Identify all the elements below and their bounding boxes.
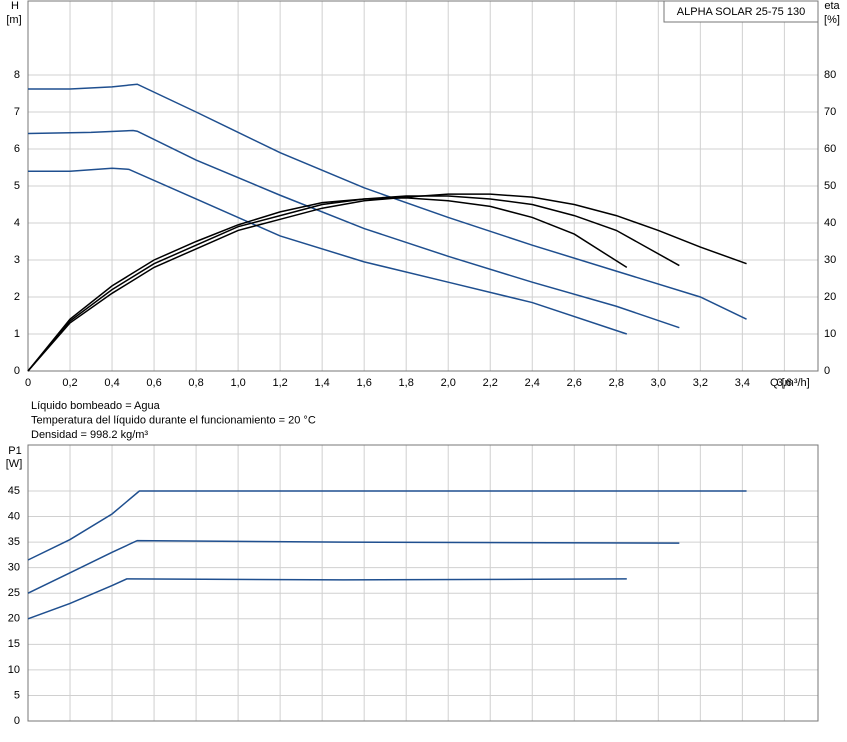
y-tick-label: 25 <box>8 587 20 599</box>
y2-tick-label: 30 <box>824 254 836 266</box>
x-tick-label: 2,0 <box>441 377 456 389</box>
y-tick-label: 5 <box>14 689 20 701</box>
y2-axis-label: eta <box>824 0 840 12</box>
curve <box>28 83 747 320</box>
y-tick-label: 8 <box>14 69 20 81</box>
y2-axis-unit: [%] <box>824 14 840 26</box>
y-tick-label: 5 <box>14 180 20 192</box>
y2-tick-label: 60 <box>824 143 836 155</box>
y2-tick-label: 70 <box>824 106 836 118</box>
y-tick-label: 3 <box>14 254 20 266</box>
x-tick-label: 1,2 <box>272 377 287 389</box>
x-tick-label: 0,2 <box>62 377 77 389</box>
curve <box>27 129 680 329</box>
y-tick-label: 30 <box>8 562 20 574</box>
plot-frame <box>27 0 819 372</box>
y-tick-label: 6 <box>14 143 20 155</box>
y-axis-unit: [W] <box>6 458 23 470</box>
x-axis-label: Q [m³/h] <box>770 377 810 389</box>
y2-tick-label: 40 <box>824 217 836 229</box>
y-tick-label: 35 <box>8 536 20 548</box>
y-tick-label: 4 <box>14 217 20 229</box>
y-tick-label: 40 <box>8 510 20 522</box>
efficiency-curve <box>27 193 747 372</box>
x-tick-label: 0,4 <box>104 377 119 389</box>
x-tick-label: 3,2 <box>693 377 708 389</box>
y2-tick-label: 80 <box>824 69 836 81</box>
y-tick-label: 45 <box>8 485 20 497</box>
title-box <box>663 0 819 23</box>
x-tick-label: 0 <box>25 377 31 389</box>
curve <box>28 167 628 335</box>
y-axis-label: P1 <box>8 445 21 457</box>
efficiency-curve <box>27 197 628 372</box>
y-axis-unit: [m] <box>6 14 21 26</box>
y-tick-label: 20 <box>8 613 20 625</box>
annotation: Densidad = 998.2 kg/m³ <box>31 429 148 441</box>
y-tick-label: 0 <box>14 365 20 377</box>
x-tick-label: 1,4 <box>315 377 330 389</box>
curve <box>27 490 747 561</box>
x-tick-label: 2,4 <box>525 377 540 389</box>
y-tick-label: 15 <box>8 638 20 650</box>
x-tick-label: 2,2 <box>483 377 498 389</box>
efficiency-curve <box>27 195 680 372</box>
y-axis-label: H <box>11 0 19 12</box>
x-tick-label: 3,4 <box>735 377 750 389</box>
y2-tick-label: 10 <box>824 328 836 340</box>
annotation: Temperatura del líquido durante el funci… <box>31 414 316 426</box>
x-tick-label: 1,0 <box>230 377 245 389</box>
y-tick-label: 0 <box>14 715 20 727</box>
x-tick-label: 0,6 <box>146 377 161 389</box>
y-tick-label: 10 <box>8 664 20 676</box>
y-tick-label: 7 <box>14 106 20 118</box>
x-tick-label: 1,6 <box>357 377 372 389</box>
x-tick-label: 2,6 <box>567 377 582 389</box>
y-tick-label: 2 <box>14 291 20 303</box>
y-tick-label: 1 <box>14 328 20 340</box>
plot-frame <box>27 444 819 722</box>
y2-tick-label: 50 <box>824 180 836 192</box>
annotation: Líquido bombeado = Agua <box>31 400 161 412</box>
x-tick-label: 3,0 <box>651 377 666 389</box>
y2-tick-label: 20 <box>824 291 836 303</box>
curve <box>27 578 627 620</box>
x-tick-label: 2,8 <box>609 377 624 389</box>
chart-title: ALPHA SOLAR 25-75 130 <box>677 6 805 18</box>
y2-tick-label: 0 <box>824 365 830 377</box>
x-tick-label: 3,6 <box>777 377 792 389</box>
x-tick-label: 0,8 <box>188 377 203 389</box>
x-tick-label: 1,8 <box>399 377 414 389</box>
curve <box>27 539 680 594</box>
